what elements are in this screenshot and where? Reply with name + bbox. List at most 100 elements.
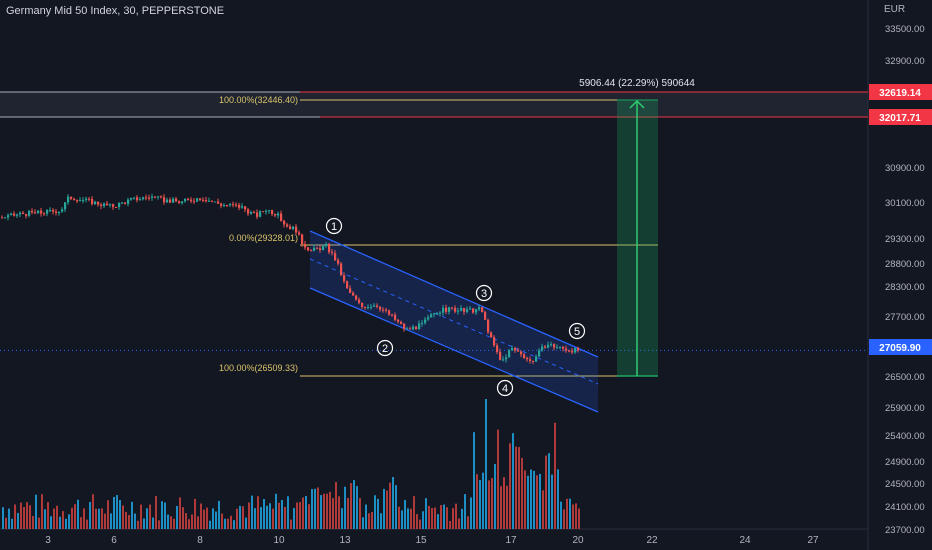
time-tick-label: 24 [739,535,751,546]
candle-body [331,252,334,254]
volume-bar [437,514,439,529]
volume-bar [98,508,100,529]
volume-bar [515,446,517,529]
candle-body [88,198,91,200]
time-tick-label: 13 [339,535,351,546]
volume-bar [65,518,67,529]
volume-bar [389,482,391,529]
volume-bar [110,513,112,529]
candle-body [472,308,475,313]
candle-body [508,350,511,358]
volume-bar [422,511,424,529]
currency-label[interactable]: EUR [884,4,906,15]
candle-body [286,224,289,227]
volume-bar [320,495,322,529]
price-tick-label: 24900.00 [885,457,925,468]
candle-body [103,203,106,207]
candle-body [190,199,193,202]
volume-bar [470,497,472,529]
volume-bar [2,507,4,529]
volume-bar [167,514,169,529]
candle-body [109,204,112,206]
candle-body [205,200,208,202]
volume-bar [104,513,106,529]
volume-bar [482,472,484,529]
candle-body [469,308,472,310]
candle-body [424,319,427,323]
price-tick-label: 30900.00 [885,163,925,174]
fib-label-100-lower: 100.00%(26509.33) [219,363,298,373]
wave-circle [325,217,343,235]
candle-body [100,204,103,207]
candle-body [385,309,388,311]
volume-bar [230,515,232,529]
volume-bar [257,496,259,529]
resistance-zone [0,92,868,117]
candle-body [565,348,568,351]
price-tick-label: 30100.00 [885,198,925,209]
volume-bar [377,498,379,529]
candle-body [163,197,166,203]
volume-bar [329,491,331,529]
volume-bar [341,508,343,529]
price-tick-label: 27700.00 [885,312,925,323]
candle-body [181,201,184,203]
fib-label-upper: 100.00%(32446.40) [219,95,298,105]
candle-body [499,351,502,360]
candle-body [310,250,313,252]
price-tick-label: 23700.00 [885,525,925,536]
volume-bar [221,513,223,529]
candle-body [67,196,70,203]
candle-body [568,350,571,352]
descending-channel[interactable] [310,231,598,412]
price-tag-box [869,109,932,125]
candle-body [235,204,238,206]
volume-bar [185,513,187,529]
candle-body [550,344,553,346]
candle-body [364,306,367,308]
volume-bar [425,498,427,529]
price-tag-label: 32017.71 [879,113,921,124]
candle-body [436,313,439,315]
candle-body [373,305,376,307]
volume-bar [353,480,355,529]
time-tick-label: 10 [273,535,285,546]
volume-bar [143,518,145,529]
candle-body [475,309,478,313]
volume-bar [281,499,283,529]
price-tag-box [869,339,932,355]
volume-bar [146,508,148,529]
volume-bar [566,498,568,529]
candle-body [178,201,181,203]
candle-body [250,211,253,214]
volume-bar [302,497,304,529]
candle-body [574,347,577,353]
volume-bar [14,504,16,529]
volume-bar [332,498,334,529]
candle-body [52,209,55,212]
volume-bar [170,516,172,529]
volume-bar [197,516,199,529]
volume-bar [305,496,307,529]
candle-body [49,209,52,211]
candle-body [64,202,67,210]
volume-bar [188,519,190,529]
volume-bar [59,516,61,529]
candle-body [76,200,79,202]
candle-body [403,323,406,329]
candle-body [328,243,331,253]
price-tick-label: 28800.00 [885,259,925,270]
volume-bar [11,518,13,529]
volume-bar [311,489,313,529]
candle-body [208,200,211,202]
volume-bar [488,480,490,529]
volume-bar [209,520,211,529]
volume-bar [152,517,154,529]
candle-body [448,307,451,312]
candle-body [481,307,484,313]
candle-body [463,308,466,312]
candle-body [352,292,355,296]
candle-body [61,209,64,212]
candle-body [514,348,517,351]
